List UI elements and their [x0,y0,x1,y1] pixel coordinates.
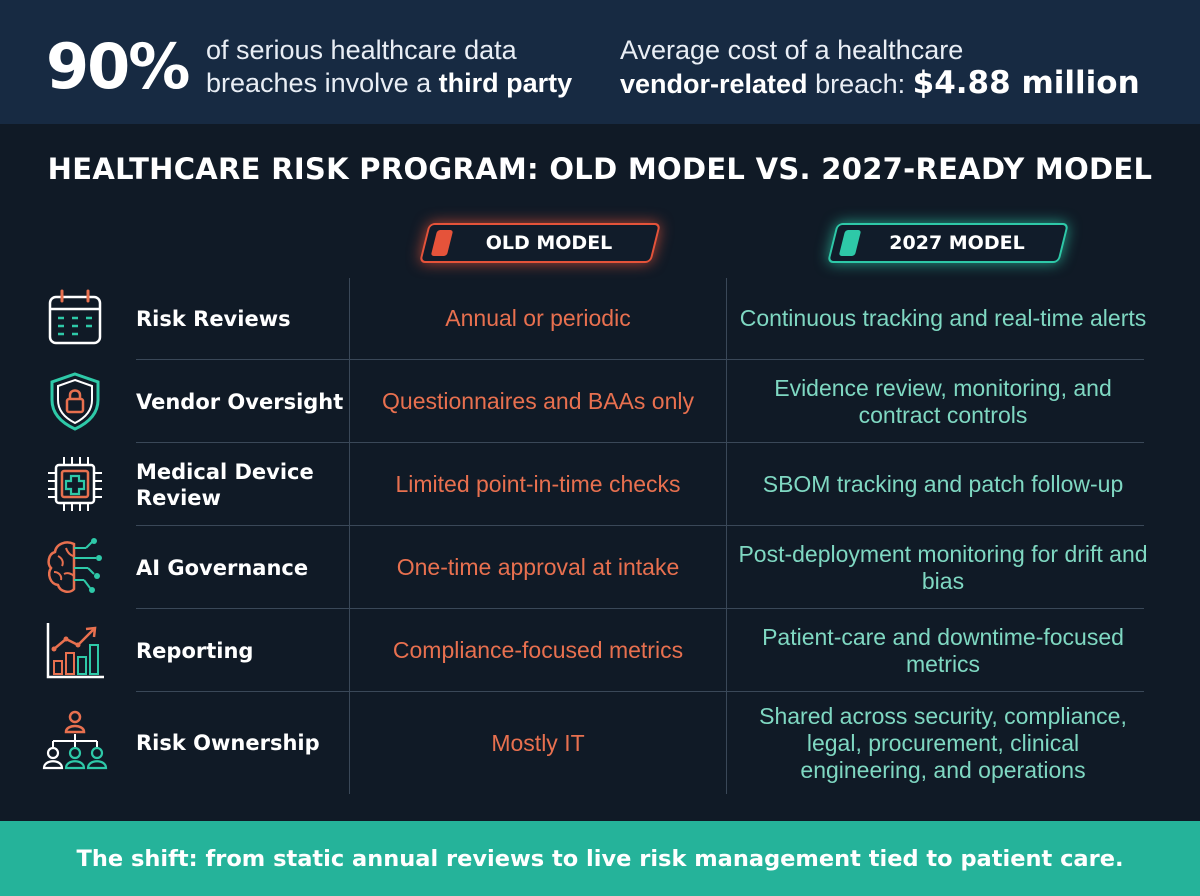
row-label: Risk Ownership [136,731,320,755]
stat-description: of serious healthcare data breaches invo… [206,34,606,100]
row-divider [136,691,1144,692]
org-people-icon [42,710,108,770]
row-divider [136,608,1144,609]
new-model-cell: Patient-care and downtime-focused metric… [762,623,1124,677]
table-row: Risk Ownership Mostly IT Shared across s… [0,692,1200,794]
cost-line1: Average cost of a healthcare [620,35,964,65]
growth-chart-icon [46,623,104,679]
row-label: AI Governance [136,555,309,580]
old-model-cell: One-time approval at intake [396,554,680,580]
cost-line2-bold: vendor-related [620,69,808,99]
old-model-cell: Annual or periodic [445,305,631,331]
row-label: Risk Reviews [136,306,291,331]
new-model-cell: Evidence review, monitoring, and contrac… [774,374,1112,428]
stat-line1: of serious healthcare data [206,35,517,65]
table-row: Medical Device Review Limited point-in-t… [0,443,1200,526]
new-model-label: 2027 MODEL [889,232,1025,254]
new-model-cell: Shared across security, compliance, lega… [759,702,1127,783]
old-model-cell: Questionnaires and BAAs only [382,388,694,414]
new-model-cell: Continuous tracking and real-time alerts [739,305,1147,331]
row-label: Reporting [136,638,254,663]
row-divider [136,525,1144,526]
table-row: AI Governance One-time approval at intak… [0,526,1200,609]
old-model-cell: Compliance-focused metrics [392,637,684,663]
row-label: Vendor Oversight [136,389,344,414]
row-divider [136,359,1144,360]
cost-line2-plain: breach: [807,69,913,99]
shield-lock-icon [50,372,100,431]
old-model-label: OLD MODEL [485,232,613,254]
old-model-cell: Mostly IT [491,729,585,756]
column-divider [726,278,727,794]
medical-chip-icon [48,457,102,511]
stat-line2-bold: third party [438,68,573,98]
page-title: HEALTHCARE RISK PROGRAM: OLD MODEL VS. 2… [47,152,1153,186]
footer-banner: The shift: from static annual reviews to… [0,821,1200,896]
stats-banner: 90% of serious healthcare data breaches … [0,0,1200,124]
old-model-cell: Limited point-in-time checks [395,471,681,497]
stat-line2-plain: breaches involve a [206,68,439,98]
old-model-header: OLD MODEL [419,223,661,263]
new-model-cell: Post-deployment monitoring for drift and… [738,540,1148,594]
ai-brain-icon [47,538,102,594]
calendar-icon [48,289,102,345]
row-divider [136,442,1144,443]
cost-stat: Average cost of a healthcare vendor-rela… [620,34,1190,101]
stat-percentage: 90% [46,30,190,103]
table-row: Reporting Compliance-focused metrics Pat… [0,609,1200,692]
column-divider [349,278,350,794]
table-row: Vendor Oversight Questionnaires and BAAs… [0,360,1200,443]
cost-amount: $4.88 million [912,65,1140,101]
row-label: Medical Device Review [136,459,314,510]
new-model-cell: SBOM tracking and patch follow-up [762,471,1124,497]
new-model-header: 2027 MODEL [827,223,1069,263]
table-row: Risk Reviews Annual or periodic Continuo… [0,277,1200,360]
